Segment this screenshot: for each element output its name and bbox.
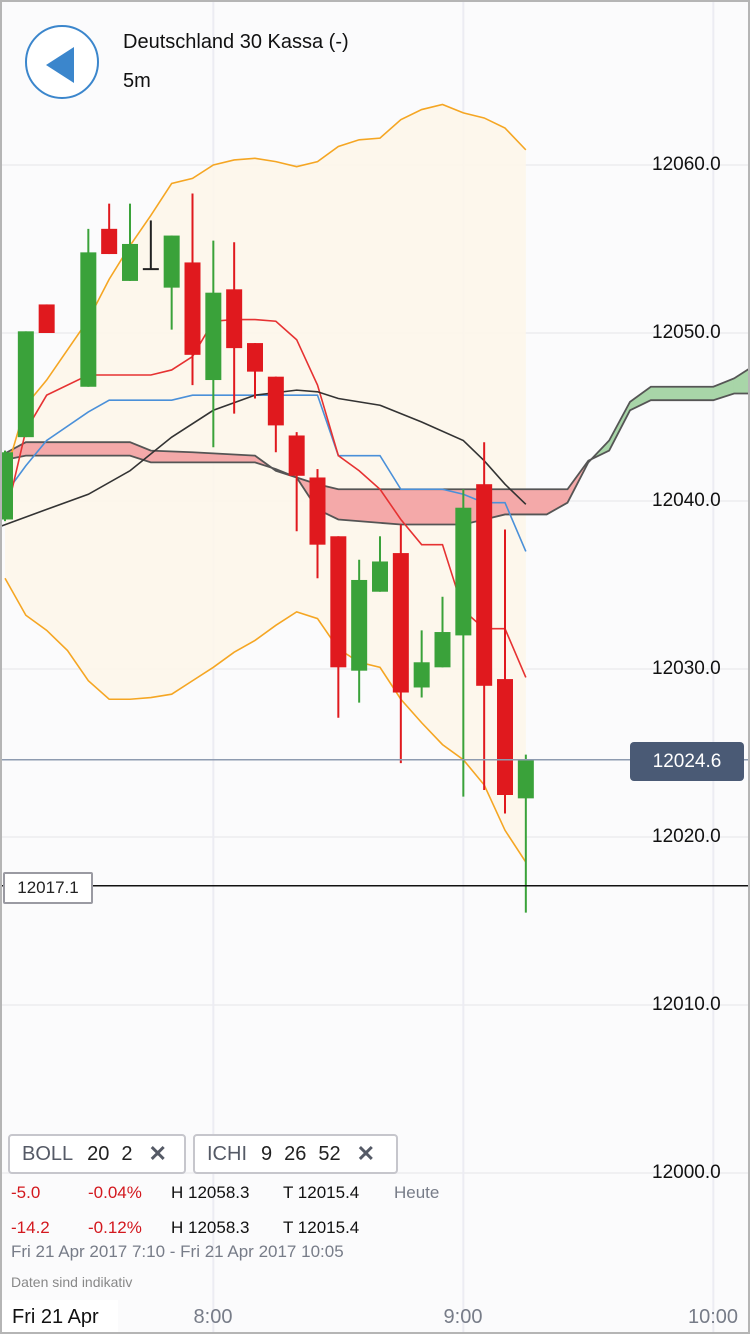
y-axis-label: 12020.0 <box>652 826 721 847</box>
disclaimer: Daten sind indikativ <box>11 1274 133 1290</box>
indicator-param: 2 <box>121 1142 133 1165</box>
y-axis-label: 12030.0 <box>652 658 721 679</box>
candle-body <box>455 507 472 636</box>
ichimoku-cloud-segment <box>504 488 547 515</box>
y-axis-label: 12010.0 <box>652 994 721 1015</box>
change-range: -14.2 <box>11 1218 50 1237</box>
high-today: H 12058.3 <box>171 1183 250 1202</box>
candle-body <box>247 343 263 372</box>
candle-body <box>517 759 534 799</box>
indicator-param: 20 <box>87 1142 110 1165</box>
y-axis-label: 12050.0 <box>652 322 721 343</box>
indicator-param: 26 <box>284 1142 307 1165</box>
candle-body <box>309 477 326 545</box>
low-range: T 12015.4 <box>283 1218 360 1237</box>
current-price-tag: 12024.6 <box>630 742 744 781</box>
reference-price-tag[interactable]: 12017.1 <box>3 872 93 904</box>
indicator-name: BOLL <box>22 1142 74 1165</box>
candle-body <box>434 632 451 668</box>
candle-body <box>101 228 118 255</box>
y-axis-label: 12040.0 <box>652 490 721 511</box>
interval-label[interactable]: 5m <box>123 70 151 92</box>
candle-body <box>330 536 347 668</box>
candle-body <box>80 252 97 387</box>
candle-body <box>267 376 284 426</box>
y-axis-label: 12060.0 <box>652 154 721 175</box>
back-triangle-icon <box>46 47 74 83</box>
y-axis-label: 12000.0 <box>652 1162 721 1183</box>
indicator-name: ICHI <box>207 1142 247 1165</box>
change-pct-today: -0.04% <box>88 1183 142 1202</box>
bollinger-lower-line <box>4 577 527 863</box>
candle-body <box>288 435 305 476</box>
candle-body <box>163 235 180 288</box>
instrument-title: Deutschland 30 Kassa (-) <box>123 31 349 53</box>
low-today: T 12015.4 <box>283 1183 360 1202</box>
candle-body <box>413 662 430 688</box>
period-label: Heute <box>394 1183 440 1202</box>
indicator-param: 52 <box>318 1142 341 1165</box>
indicator-chip-ichi[interactable]: ICHI 9 26 52 ✕ <box>193 1134 398 1174</box>
ichimoku-cloud-segment <box>546 488 568 515</box>
back-button[interactable] <box>25 25 99 99</box>
change-today: -5.0 <box>11 1183 41 1202</box>
indicator-param: 9 <box>261 1142 273 1165</box>
x-axis-label: 8:00 <box>193 1306 233 1328</box>
candle-body <box>351 579 368 671</box>
candle-body <box>38 304 55 333</box>
x-axis-label: 9:00 <box>443 1306 483 1328</box>
indicator-chip-boll[interactable]: BOLL 20 2 ✕ <box>8 1134 186 1174</box>
tenkan-line <box>4 318 527 678</box>
candle-body <box>476 484 493 686</box>
candle-body <box>497 679 513 795</box>
bollinger-upper-line <box>4 103 527 477</box>
chikou-line <box>0 389 527 527</box>
candle-body <box>226 289 243 349</box>
candle-body <box>122 243 138 281</box>
candle-body <box>392 553 409 693</box>
candle-body <box>372 561 388 592</box>
date-range: Fri 21 Apr 2017 7:10 - Fri 21 Apr 2017 1… <box>11 1242 344 1261</box>
x-axis-label: 10:00 <box>687 1306 739 1328</box>
ichimoku-cloud-segment <box>400 488 464 525</box>
close-icon[interactable]: ✕ <box>148 1141 167 1166</box>
ichimoku-cloud-segment <box>25 441 131 456</box>
candle-body <box>205 292 222 381</box>
close-icon[interactable]: ✕ <box>356 1141 376 1166</box>
change-pct-range: -0.12% <box>88 1218 142 1237</box>
candle-body <box>0 452 13 520</box>
high-range: H 12058.3 <box>171 1218 250 1237</box>
ichimoku-cloud-segment <box>650 386 714 401</box>
candle-body <box>17 331 34 438</box>
candle-body <box>184 262 201 355</box>
x-axis-date: Fri 21 Apr <box>2 1300 118 1332</box>
